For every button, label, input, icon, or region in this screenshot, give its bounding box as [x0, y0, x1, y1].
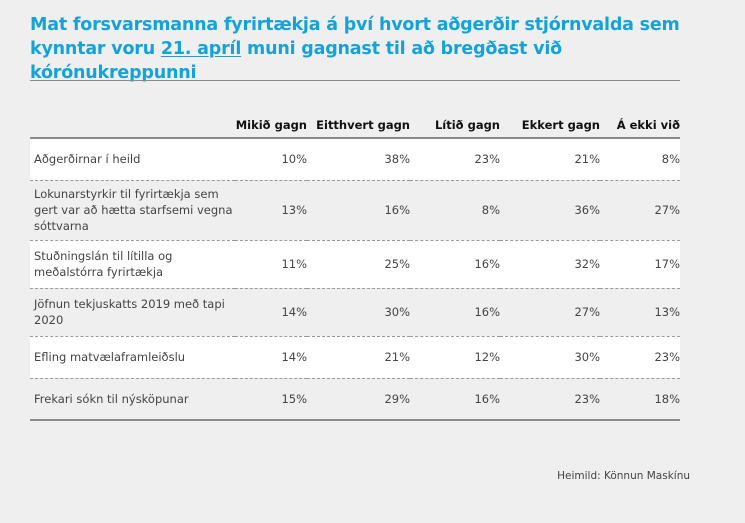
row-label: Efling matvælaframleiðslu	[30, 336, 235, 379]
cell-value: 30%	[500, 336, 600, 379]
page-title: Mat forsvarsmanna fyrirtækja á því hvort…	[30, 13, 710, 85]
cell-value: 13%	[235, 180, 307, 241]
cell-value: 11%	[235, 240, 307, 289]
table-row: Efling matvælaframleiðslu 14% 21% 12% 30…	[30, 336, 680, 379]
title-line-2-start: kynntar voru	[30, 39, 161, 59]
table-row: Stuðningslán til lítilla og meðalstórra …	[30, 240, 680, 289]
header-label-column	[30, 116, 235, 139]
table-row: Frekari sókn til nýsköpunar 15% 29% 16% …	[30, 378, 680, 421]
row-label: Jöfnun tekjuskatts 2019 með tapi 2020	[30, 288, 235, 337]
header-a-ekki-vid: Á ekki við	[600, 116, 680, 139]
row-label: Lokunarstyrkir til fyrirtækja sem gert v…	[30, 180, 235, 241]
cell-value: 23%	[600, 336, 680, 379]
table-row: Aðgerðirnar í heild 10% 38% 23% 21% 8%	[30, 138, 680, 181]
header-eitthvert-gagn: Eitthvert gagn	[307, 116, 410, 139]
cell-value: 16%	[410, 288, 500, 337]
cell-value: 30%	[307, 288, 410, 337]
cell-value: 13%	[600, 288, 680, 337]
header-mikid-gagn: Mikið gagn	[235, 116, 307, 139]
cell-value: 25%	[307, 240, 410, 289]
title-divider	[30, 80, 680, 81]
survey-table: Mikið gagn Eitthvert gagn Lítið gagn Ekk…	[30, 116, 680, 421]
cell-value: 27%	[500, 288, 600, 337]
cell-value: 29%	[307, 378, 410, 421]
header-litid-gagn: Lítið gagn	[410, 116, 500, 139]
title-line-2-end: muni gagnast til að bregðast við kórónuk…	[30, 39, 562, 83]
table-row: Jöfnun tekjuskatts 2019 með tapi 2020 14…	[30, 288, 680, 337]
cell-value: 16%	[410, 240, 500, 289]
cell-value: 16%	[410, 378, 500, 421]
cell-value: 8%	[410, 180, 500, 241]
cell-value: 23%	[410, 138, 500, 181]
cell-value: 16%	[307, 180, 410, 241]
cell-value: 14%	[235, 336, 307, 379]
cell-value: 17%	[600, 240, 680, 289]
source-note: Heimild: Könnun Maskínu	[557, 470, 690, 482]
row-label: Frekari sókn til nýsköpunar	[30, 378, 235, 421]
cell-value: 14%	[235, 288, 307, 337]
date-link[interactable]: 21. apríl	[160, 39, 242, 59]
cell-value: 27%	[600, 180, 680, 241]
cell-value: 10%	[235, 138, 307, 181]
title-line-1: Mat forsvarsmanna fyrirtækja á því hvort…	[30, 15, 680, 35]
row-label: Aðgerðirnar í heild	[30, 138, 235, 181]
cell-value: 23%	[500, 378, 600, 421]
cell-value: 36%	[500, 180, 600, 241]
row-label: Stuðningslán til lítilla og meðalstórra …	[30, 240, 235, 289]
table-header-row: Mikið gagn Eitthvert gagn Lítið gagn Ekk…	[30, 116, 680, 139]
cell-value: 21%	[307, 336, 410, 379]
cell-value: 15%	[235, 378, 307, 421]
cell-value: 21%	[500, 138, 600, 181]
cell-value: 12%	[410, 336, 500, 379]
cell-value: 38%	[307, 138, 410, 181]
table-row: Lokunarstyrkir til fyrirtækja sem gert v…	[30, 180, 680, 241]
header-ekkert-gagn: Ekkert gagn	[500, 116, 600, 139]
cell-value: 8%	[600, 138, 680, 181]
cell-value: 32%	[500, 240, 600, 289]
cell-value: 18%	[600, 378, 680, 421]
